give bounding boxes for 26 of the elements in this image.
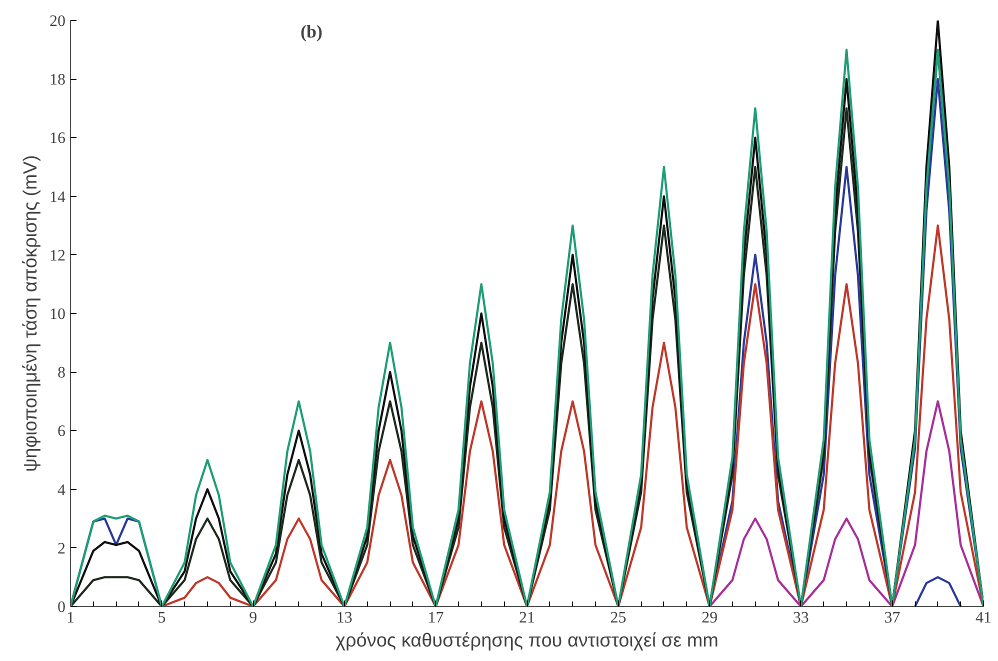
x-tick-label: 1 <box>66 610 74 626</box>
x-tick-label: 9 <box>249 610 258 626</box>
y-tick-label: 4 <box>58 482 66 499</box>
line-series <box>708 400 984 606</box>
y-tick-label: 6 <box>58 423 66 440</box>
y-axis-title: ψηφιοποιημένη τάση απόκρισης (mV) <box>20 155 42 472</box>
y-tick-label: 2 <box>58 540 66 558</box>
x-tick-label: 41 <box>976 610 992 626</box>
y-tick-label: 16 <box>50 130 66 148</box>
y-tick-label: 14 <box>50 188 66 206</box>
y-tick-label: 20 <box>50 13 66 30</box>
x-tick-label: 29 <box>702 610 718 626</box>
x-tick-label: 17 <box>428 610 444 626</box>
y-tick-label: 12 <box>50 247 66 264</box>
y-tick-label: 18 <box>50 72 66 89</box>
x-tick-label: 13 <box>336 610 352 626</box>
x-axis-title: χρόνος καθυστέρησης που αντιστοιχεί σε mm <box>336 630 718 652</box>
x-tick-label: 37 <box>884 610 900 626</box>
y-tick-label: 0 <box>58 599 66 616</box>
y-tick-label: 8 <box>58 364 66 382</box>
x-tick-label: 25 <box>610 610 626 626</box>
x-tick-label: 5 <box>158 610 166 626</box>
y-tick-label: 10 <box>50 306 66 323</box>
annotation: (b) <box>300 22 323 42</box>
x-tick-label: 33 <box>792 610 809 626</box>
x-tick-label: 21 <box>519 610 535 626</box>
